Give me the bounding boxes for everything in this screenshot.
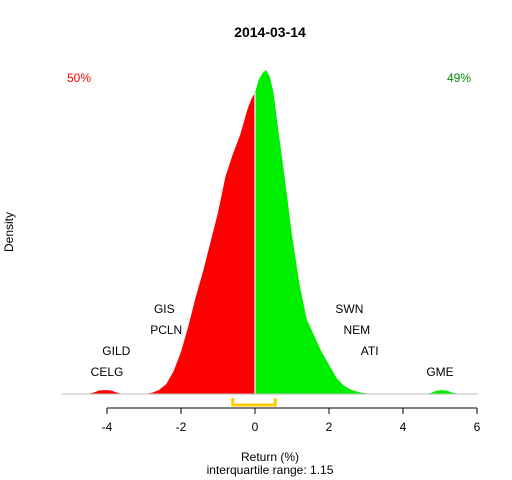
x-tick-label: 0 <box>252 420 259 434</box>
ticker-labels: CELG GILD PCLN GIS SWN NEM ATI GME <box>91 302 454 379</box>
x-tick-label: -4 <box>102 420 113 434</box>
ticker-label-celg: CELG <box>91 365 124 379</box>
iqr-bracket <box>231 398 277 407</box>
ticker-label-gild: GILD <box>102 344 130 358</box>
x-axis-ticks: -4 -2 0 2 4 6 <box>102 408 481 434</box>
negative-return-area <box>88 92 255 394</box>
iqr-marker <box>231 398 277 407</box>
negative-share-label: 50% <box>67 71 91 85</box>
x-tick-label: 4 <box>400 420 407 434</box>
density-area-layer <box>88 70 459 394</box>
positive-return-area <box>255 70 459 394</box>
ticker-label-nem: NEM <box>343 323 370 337</box>
ticker-label-pcln: PCLN <box>150 323 182 337</box>
ticker-label-ati: ATI <box>361 344 379 358</box>
y-axis-label: Density <box>2 212 16 252</box>
ticker-label-gme: GME <box>426 365 453 379</box>
x-tick-label: 2 <box>326 420 333 434</box>
ticker-label-swn: SWN <box>335 302 363 316</box>
chart-title: 2014-03-14 <box>234 24 306 40</box>
x-tick-label: 6 <box>474 420 481 434</box>
x-axis-label: Return (%) <box>241 450 299 464</box>
x-tick-label: -2 <box>176 420 187 434</box>
positive-share-label: 49% <box>447 71 471 85</box>
iqr-subtitle: interquartile range: 1.15 <box>207 463 334 477</box>
ticker-label-gis: GIS <box>154 302 175 316</box>
